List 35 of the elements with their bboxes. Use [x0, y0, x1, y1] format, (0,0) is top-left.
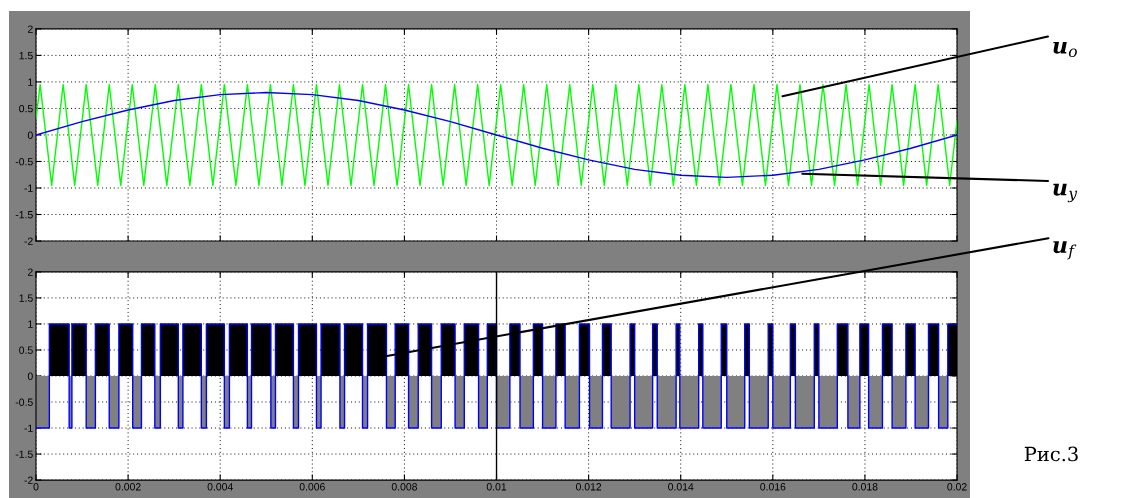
y-tick-label: 2 [27, 25, 33, 33]
y-tick-label: -1 [24, 424, 33, 432]
annotation: u$_{o}$ [1053, 41, 1077, 58]
x-tick-label: 0.016 [760, 483, 786, 491]
y-tick-label: -2 [24, 237, 33, 245]
x-tick-label: 0.018 [852, 483, 878, 491]
x-tick-label: 0.004 [207, 483, 233, 491]
x-tick-label: 0.014 [668, 483, 694, 491]
x-tick-label: 0.01 [486, 483, 507, 491]
y-tick-label: 0.5 [19, 104, 33, 113]
annotation: u$_{y}$ [1053, 183, 1078, 203]
y-tick-label: 1.5 [19, 294, 33, 302]
x-tick-label: 0.006 [299, 483, 325, 491]
annotation: u$_{f}$ [1053, 241, 1077, 260]
x-tick-label: 0 [33, 483, 39, 491]
y-tick-label: -2 [24, 476, 33, 484]
x-tick-label: 0.02 [947, 483, 967, 491]
x-tick-label: 0.008 [391, 483, 417, 491]
y-tick-label: -1.5 [15, 211, 33, 219]
line-series [36, 83, 958, 187]
y-tick-label: 1 [28, 78, 33, 86]
x-tick-label: 0.012 [576, 483, 602, 491]
y-tick-label: 1 [28, 320, 33, 328]
y-tick-label: -0.5 [15, 398, 33, 406]
y-tick-label: -1.5 [15, 450, 33, 458]
line-series [36, 91, 958, 179]
y-tick-label: 1.5 [19, 52, 33, 60]
y-tick-label: 0 [27, 372, 33, 380]
y-tick-label: 0 [27, 131, 33, 139]
y-tick-label: -0.5 [15, 157, 33, 166]
x-tick-label: 0.002 [115, 483, 141, 491]
y-tick-label: 0.5 [19, 346, 33, 354]
text: Рис.3 [1024, 446, 1078, 462]
y-tick-label: 2 [27, 268, 33, 276]
y-tick-label: -1 [24, 184, 33, 192]
